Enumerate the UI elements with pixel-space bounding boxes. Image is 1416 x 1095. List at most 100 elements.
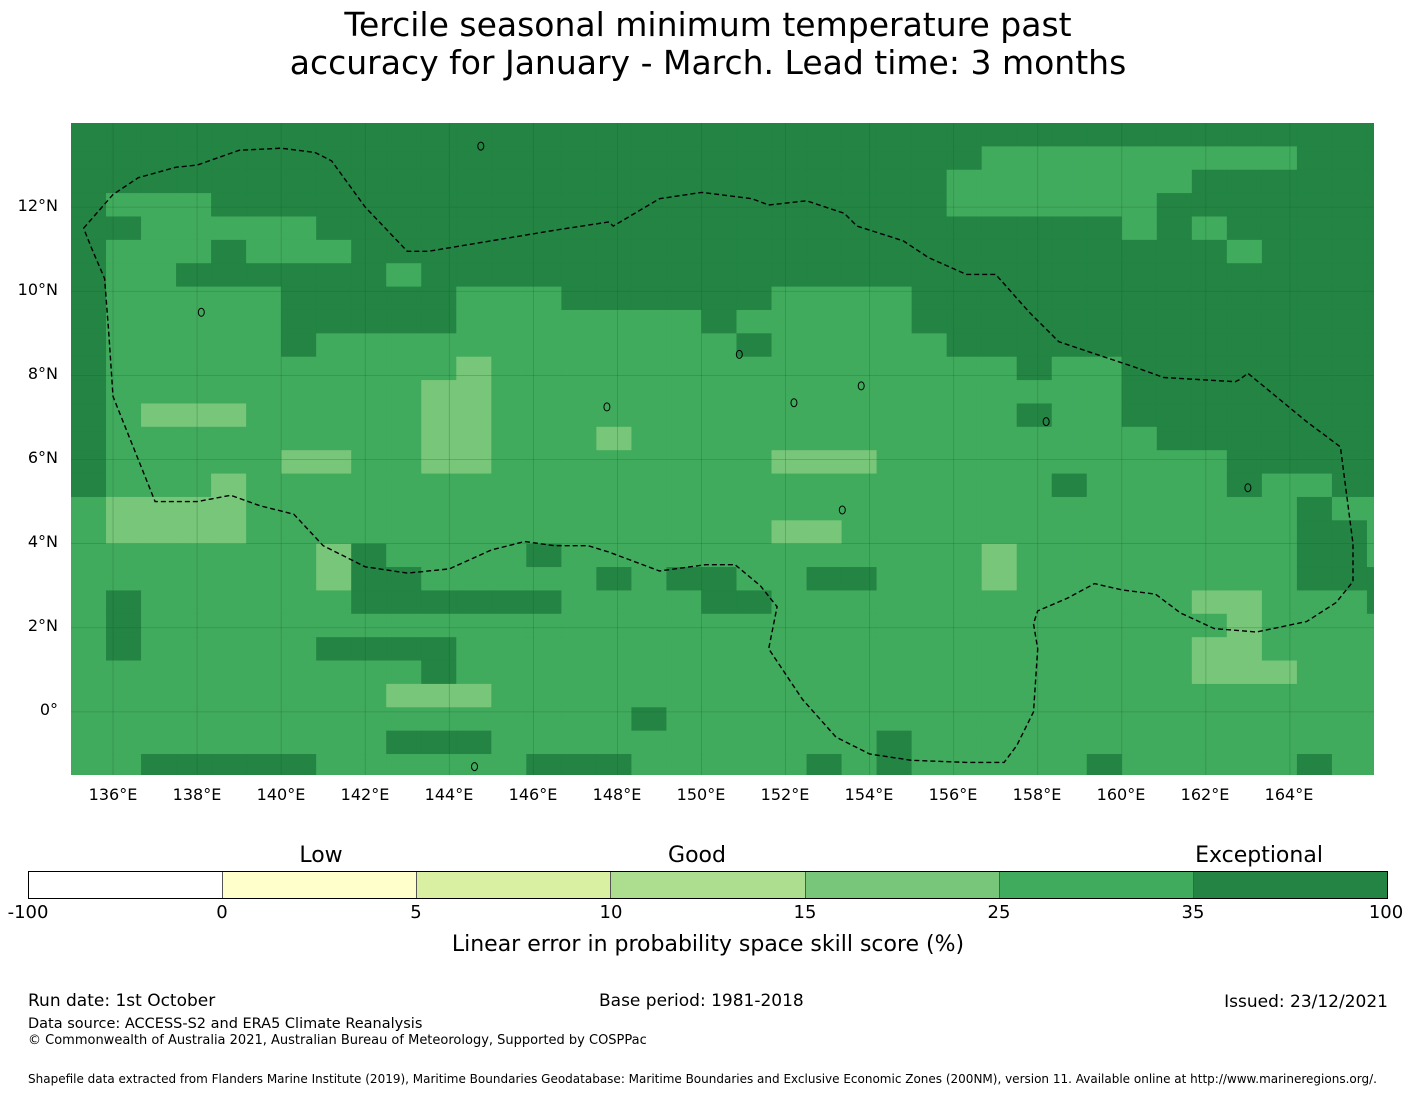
skill-cell [141, 123, 177, 147]
skill-cell [1296, 333, 1333, 358]
title-line-2: accuracy for January - March. Lead time:… [289, 43, 1127, 82]
skill-cell [106, 543, 142, 568]
skill-cell [246, 193, 282, 218]
skill-cell [316, 380, 352, 405]
skill-cell [1086, 520, 1123, 545]
skill-cell [1016, 707, 1053, 732]
skill-cell [421, 520, 457, 545]
skill-cell [211, 263, 247, 288]
skill-cell [981, 683, 1018, 708]
skill-cell [71, 333, 107, 358]
skill-cell [701, 730, 738, 755]
skill-cell [386, 567, 422, 592]
skill-cell [71, 286, 107, 311]
colorbar-segment-10-15 [611, 872, 806, 898]
skill-cell [1296, 450, 1333, 475]
skill-cell [141, 356, 177, 381]
skill-cell [1226, 730, 1263, 755]
skill-cell [316, 146, 352, 171]
skill-cell [71, 216, 107, 241]
skill-cell [1226, 637, 1263, 662]
colorbar-segment-neg100-0 [29, 872, 224, 898]
skill-cell [1191, 754, 1228, 775]
skill-cell [106, 169, 142, 194]
skill-cell [491, 146, 527, 171]
colorbar-tick: 0 [216, 902, 228, 923]
skill-cell [1296, 286, 1333, 311]
skill-cell [351, 193, 387, 218]
skill-cell [911, 473, 948, 498]
skill-cell [666, 286, 703, 311]
lon-label-164e: 164°E [1264, 785, 1314, 804]
skill-cell [806, 543, 843, 568]
skill-cell [386, 403, 422, 428]
skill-cell [1121, 613, 1158, 638]
skill-cell [1121, 193, 1158, 218]
skill-cell [1226, 169, 1263, 194]
skill-cell [1226, 309, 1263, 334]
skill-cell [666, 567, 703, 592]
skill-cell [736, 660, 773, 685]
skill-cell [946, 380, 983, 405]
skill-cell [1121, 216, 1158, 241]
skill-cell [281, 450, 317, 475]
skill-cell [1191, 543, 1228, 568]
skill-cell [911, 707, 948, 732]
skill-cell [1121, 333, 1158, 358]
skill-cell [456, 473, 492, 498]
skill-cell [1226, 520, 1263, 545]
skill-cell [1121, 590, 1158, 615]
skill-cell [1121, 403, 1158, 428]
lon-label-138e: 138°E [172, 785, 222, 804]
skill-cell [211, 707, 247, 732]
skill-cell [316, 660, 352, 685]
skill-cell [316, 403, 352, 428]
skill-cell [1191, 286, 1228, 311]
skill-cell [981, 123, 1018, 147]
skill-cell [246, 473, 282, 498]
skill-cell [316, 473, 352, 498]
skill-cell [771, 707, 808, 732]
skill-cell [1121, 730, 1158, 755]
skill-cell [106, 754, 142, 775]
skill-cell [1086, 754, 1123, 775]
skill-cell [561, 123, 597, 147]
skill-cell [281, 263, 317, 288]
skill-cell [841, 450, 878, 475]
skill-cell [176, 309, 212, 334]
skill-cell [1226, 473, 1263, 498]
skill-cell [701, 520, 738, 545]
skill-cell [911, 637, 948, 662]
skill-cell [806, 590, 843, 615]
skill-cell [946, 263, 983, 288]
skill-cell [806, 683, 843, 708]
skill-cell [281, 309, 317, 334]
skill-cell [1331, 683, 1368, 708]
eez-boundary-line [82, 147, 1354, 764]
skill-cell [211, 660, 247, 685]
skill-cell [281, 403, 317, 428]
skill-cell [946, 754, 983, 775]
skill-cell [666, 333, 703, 358]
skill-cell [106, 426, 142, 451]
skill-cell [806, 496, 843, 521]
skill-cell [1226, 216, 1263, 241]
skill-cell [421, 403, 457, 428]
skill-cell [211, 426, 247, 451]
skill-cell [981, 380, 1018, 405]
skill-cell [771, 543, 808, 568]
skill-cell [666, 239, 703, 264]
skill-cell [1016, 286, 1053, 311]
lon-label-152e: 152°E [760, 785, 810, 804]
skill-cell [176, 169, 212, 194]
skill-cell [351, 637, 387, 662]
skill-cell [1086, 169, 1123, 194]
skill-cell [1261, 473, 1298, 498]
skill-cell [456, 496, 492, 521]
skill-cell [876, 403, 913, 428]
skill-cell [1366, 450, 1374, 475]
skill-cell [841, 496, 878, 521]
skill-cell [1261, 426, 1298, 451]
skill-cell [806, 239, 843, 264]
skill-cell [1156, 637, 1193, 662]
